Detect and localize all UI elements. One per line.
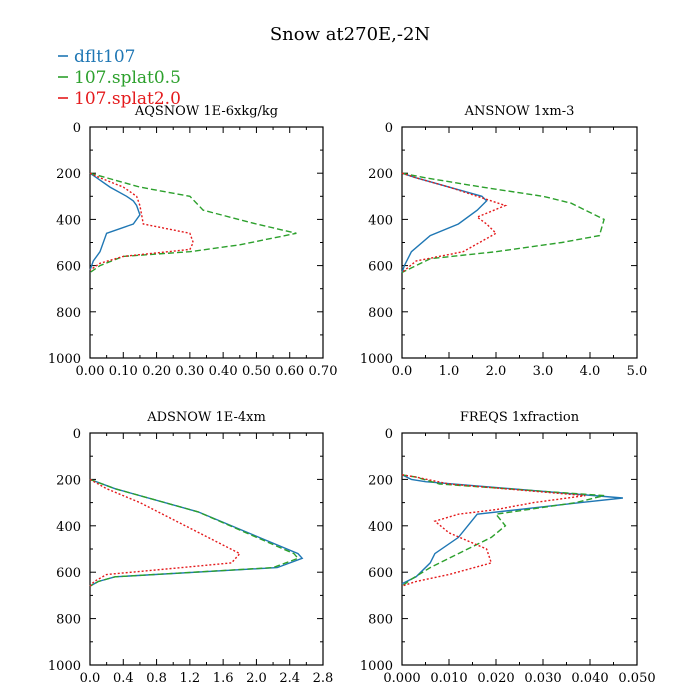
x-tick-label: 0.00: [76, 364, 105, 379]
x-tick-label: 0.020: [477, 671, 514, 686]
x-tick-label: 0.4: [113, 671, 134, 686]
y-tick-label: 0: [385, 121, 393, 136]
legend: dflt107 107.splat0.5 107.splat2.0: [58, 47, 181, 109]
y-tick-label: 400: [56, 520, 81, 535]
panel-title: ANSNOW 1xm-3: [464, 104, 575, 119]
x-tick-label: 0.70: [309, 364, 338, 379]
x-tick-label: 2.0: [246, 671, 267, 686]
x-tick-label: 0.010: [430, 671, 467, 686]
plot-frame: [401, 432, 638, 666]
series-line-107.splat0.5: [89, 478, 300, 587]
x-tick-label: 0.0: [80, 671, 101, 686]
x-tick-label: 0.40: [209, 364, 238, 379]
x-tick-label: 0.20: [142, 364, 171, 379]
x-tick-label: 0.050: [618, 671, 655, 686]
y-tick-label: 0: [73, 427, 81, 442]
y-tick-label: 1000: [360, 352, 393, 367]
series-line-dflt107: [401, 474, 623, 585]
plot-frame: [89, 126, 324, 359]
legend-label: 107.splat2.0: [74, 89, 181, 109]
y-tick-label: 800: [56, 306, 81, 321]
series-line-107.splat0.5: [401, 172, 605, 274]
series-line-107.splat2.0: [401, 172, 508, 274]
x-tick-label: 3.0: [533, 364, 554, 379]
x-tick-label: 1.2: [180, 671, 201, 686]
y-tick-label: 400: [368, 213, 393, 228]
y-tick-label: 600: [56, 566, 81, 581]
panel-title: ADSNOW 1E-4xm: [146, 410, 266, 425]
y-tick-label: 600: [368, 566, 393, 581]
series-line-dflt107: [89, 172, 141, 271]
panel-title: AQSNOW 1E-6xkg/kg: [134, 104, 278, 119]
x-tick-label: 5.0: [627, 364, 648, 379]
series-line-dflt107: [89, 478, 304, 587]
y-tick-label: 0: [385, 427, 393, 442]
x-tick-label: 0.040: [571, 671, 608, 686]
y-tick-label: 800: [368, 613, 393, 628]
y-tick-label: 1000: [360, 659, 393, 674]
plot-frame: [401, 126, 638, 359]
y-tick-label: 200: [56, 167, 81, 182]
legend-label: 107.splat0.5: [74, 68, 181, 88]
y-tick-label: 400: [368, 520, 393, 535]
y-tick-label: 1000: [48, 352, 81, 367]
x-tick-label: 0.030: [524, 671, 561, 686]
panel-title: FREQS 1xfraction: [460, 410, 580, 425]
y-tick-label: 800: [368, 306, 393, 321]
x-tick-label: 0.30: [175, 364, 204, 379]
series-line-107.splat2.0: [89, 478, 241, 587]
y-tick-label: 200: [368, 167, 393, 182]
x-tick-label: 2.4: [279, 671, 300, 686]
y-tick-label: 0: [73, 121, 81, 136]
y-tick-label: 800: [56, 613, 81, 628]
y-tick-label: 400: [56, 213, 81, 228]
series-line-107.splat2.0: [89, 172, 194, 271]
y-tick-label: 600: [368, 260, 393, 275]
series-line-107.splat2.0: [401, 474, 586, 587]
x-tick-label: 0.8: [146, 671, 167, 686]
y-tick-label: 1000: [48, 659, 81, 674]
figure-title: Snow at270E,-2N: [270, 24, 430, 45]
y-tick-label: 600: [56, 260, 81, 275]
x-tick-label: 2.8: [313, 671, 334, 686]
legend-item-dflt107: dflt107: [58, 47, 136, 67]
legend-item-splat0.5: 107.splat0.5: [58, 68, 181, 88]
x-tick-label: 1.0: [439, 364, 460, 379]
legend-label: dflt107: [74, 47, 136, 67]
x-tick-label: 0.0: [392, 364, 413, 379]
x-tick-label: 2.0: [486, 364, 507, 379]
x-tick-label: 0.000: [383, 671, 420, 686]
series-line-107.splat0.5: [401, 474, 605, 587]
y-tick-label: 200: [56, 473, 81, 488]
y-tick-label: 200: [368, 473, 393, 488]
series-line-107.splat0.5: [89, 172, 297, 274]
legend-item-splat2.0: 107.splat2.0: [58, 89, 181, 109]
x-tick-label: 0.60: [275, 364, 304, 379]
x-tick-label: 1.6: [213, 671, 234, 686]
x-tick-label: 4.0: [580, 364, 601, 379]
x-tick-label: 0.50: [242, 364, 271, 379]
x-tick-label: 0.10: [109, 364, 138, 379]
